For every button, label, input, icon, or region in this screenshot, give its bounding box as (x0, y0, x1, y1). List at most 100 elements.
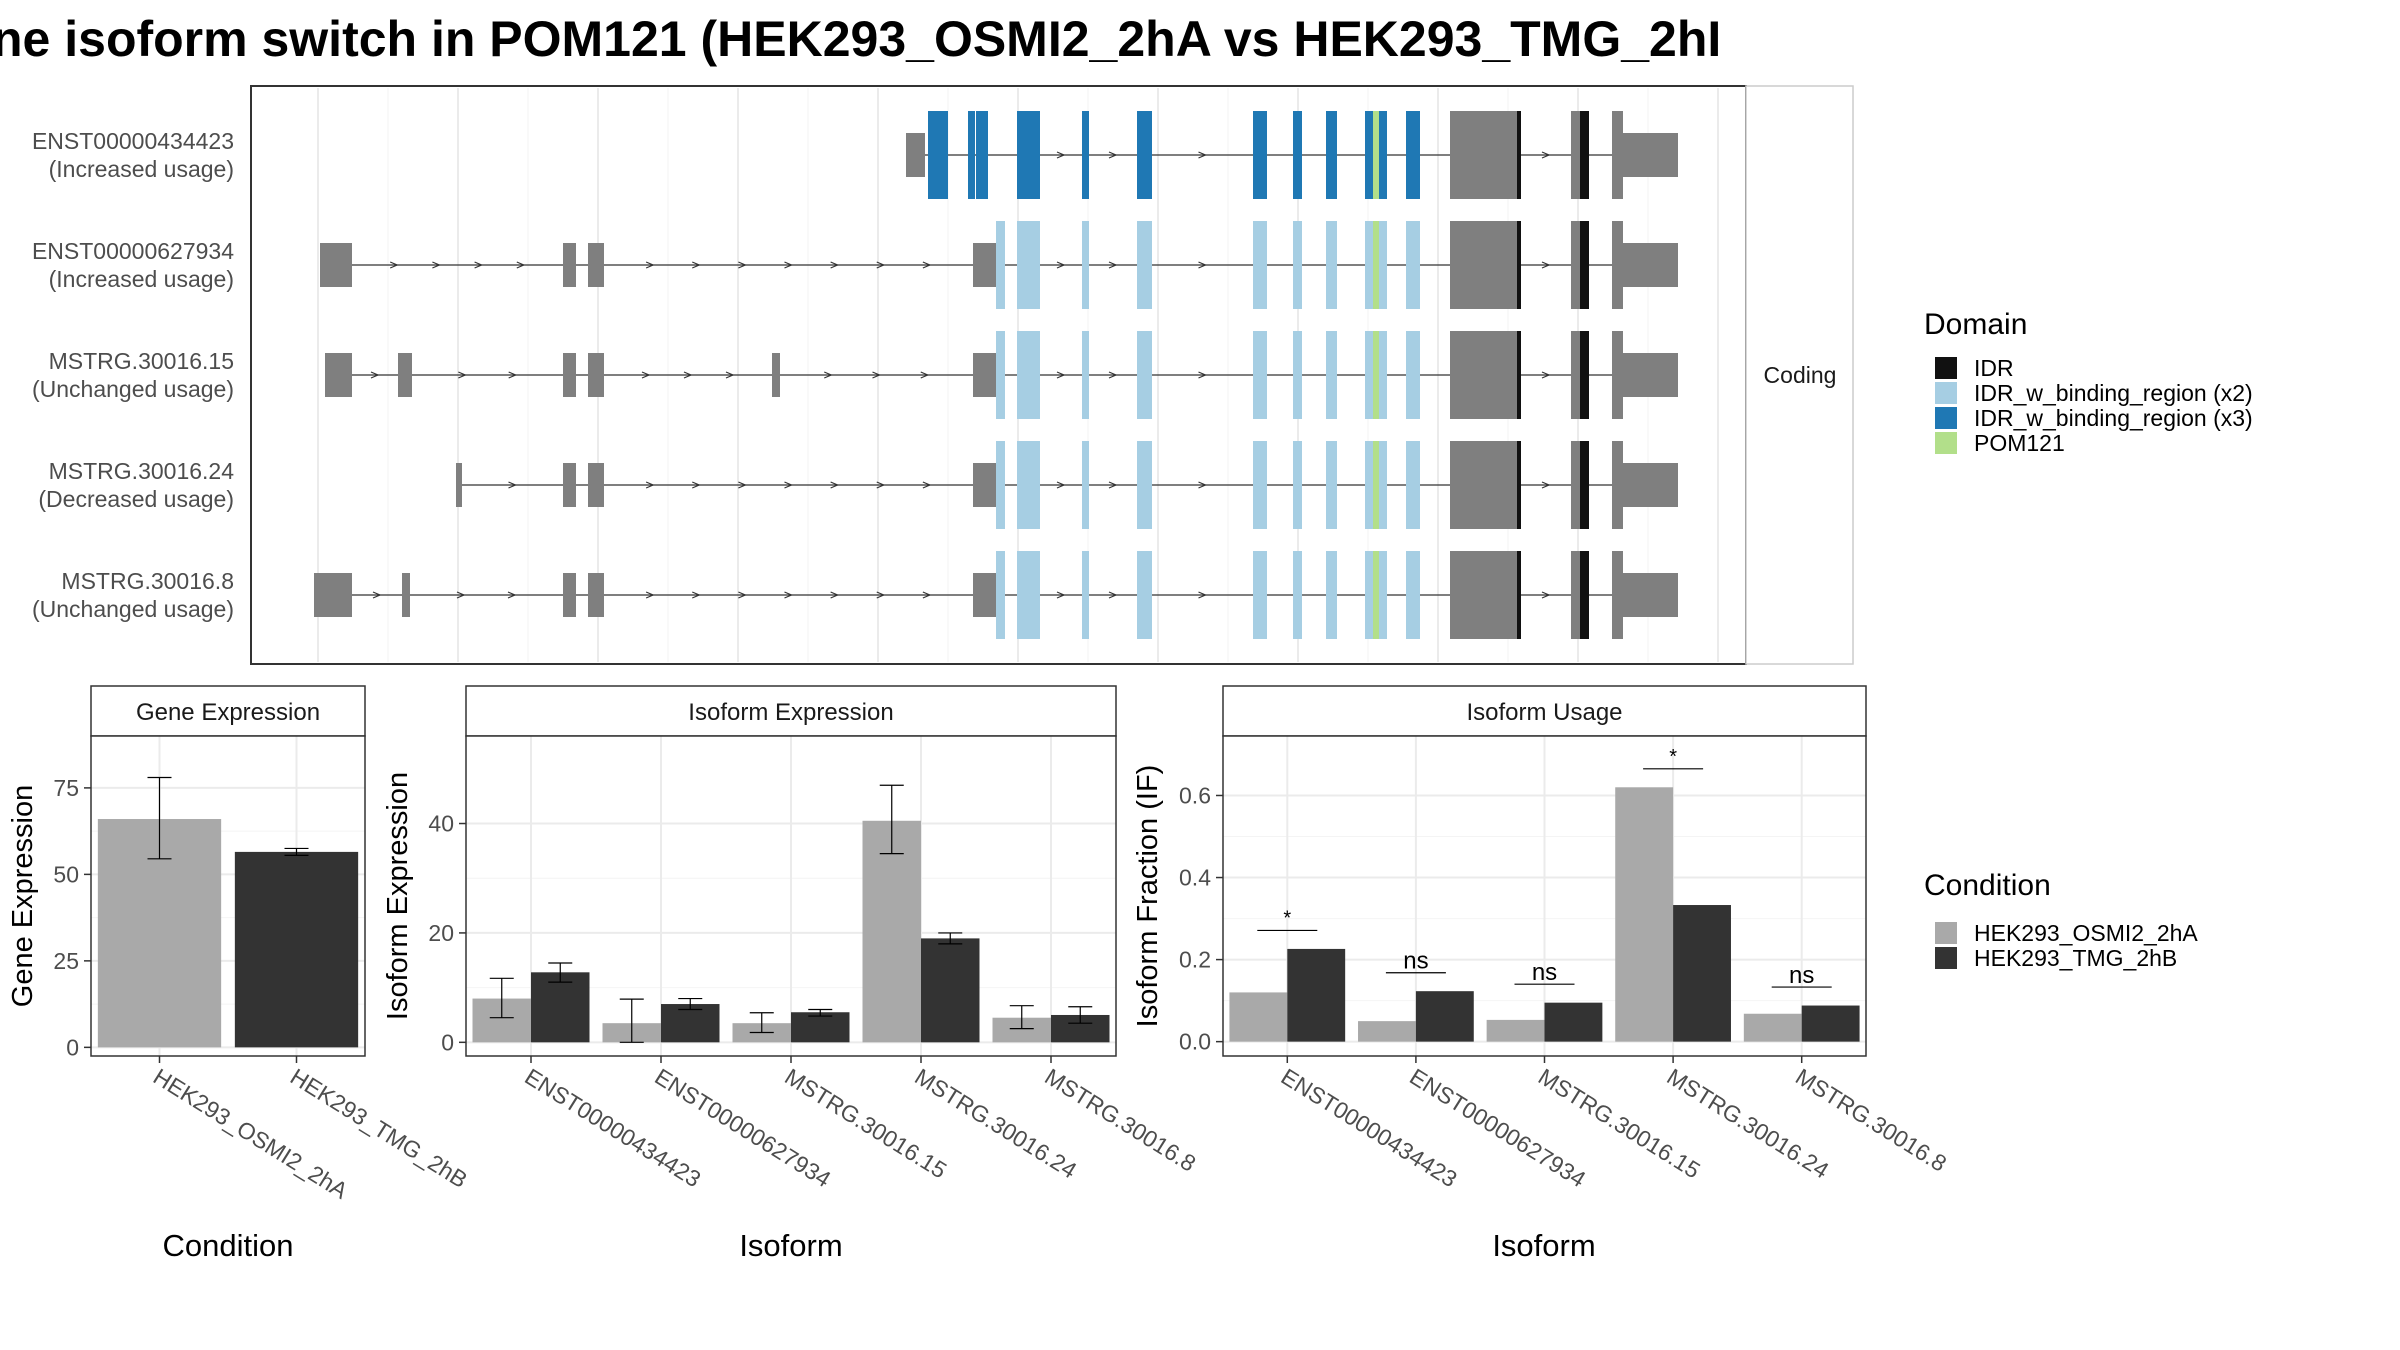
bar (1486, 1019, 1545, 1042)
exon-block (1373, 441, 1379, 529)
intron-direction-arrow (738, 591, 747, 599)
transcript-id-label: MSTRG.30016.15 (49, 348, 234, 374)
exon-block (1253, 221, 1267, 309)
exon-block (563, 353, 576, 397)
exon-block (996, 551, 1005, 639)
exon-block (1373, 551, 1379, 639)
panel-title: Isoform Expression (688, 699, 893, 726)
exon-block (973, 243, 996, 287)
exon-block (325, 353, 352, 397)
exon-block (1623, 353, 1678, 397)
exon-block (1379, 111, 1387, 199)
exon-block (1326, 331, 1337, 419)
exon-block (1571, 111, 1580, 199)
intron-direction-arrow (738, 261, 747, 269)
exon-block (1612, 221, 1623, 309)
intron-direction-arrow (516, 261, 526, 269)
intron-direction-arrow (389, 261, 399, 269)
exon-block (1406, 111, 1420, 199)
panel-title-strip (90, 685, 366, 737)
exon-block (1373, 331, 1379, 419)
transcript-rows: ENST00000434423(Increased usage)ENST0000… (32, 111, 1678, 639)
exon-block (1571, 441, 1580, 529)
transcript-usage-label: (Increased usage) (49, 156, 234, 182)
exon-block (973, 573, 996, 617)
intron-direction-arrow (692, 591, 701, 599)
exon-block (1612, 551, 1623, 639)
exon-block (1137, 331, 1152, 419)
exon-block (973, 463, 996, 507)
exon-block (398, 353, 412, 397)
y-tick-label: 75 (53, 775, 79, 801)
transcript-row: MSTRG.30016.24(Decreased usage) (38, 441, 1678, 529)
intron-direction-arrow (876, 481, 886, 489)
bar (862, 820, 921, 1043)
exon-block (456, 463, 462, 507)
intron-direction-arrow (1108, 591, 1118, 599)
intron-direction-arrow (872, 371, 882, 379)
exon-block (906, 133, 925, 177)
x-axis-title: Condition (163, 1228, 294, 1263)
exon-block (1253, 551, 1267, 639)
figure-title: ne isoform switch in POM121 (HEK293_OSMI… (0, 11, 1721, 67)
exon-block (1612, 441, 1623, 529)
exon-block (1450, 221, 1480, 309)
transcript-usage-label: (Decreased usage) (38, 486, 234, 512)
exon-block (1017, 441, 1040, 529)
exon-block (1450, 441, 1480, 529)
exon-block (976, 111, 988, 199)
intron-direction-arrow (692, 261, 701, 269)
exon-block (1326, 111, 1337, 199)
exon-block (1365, 331, 1373, 419)
exon-block (973, 353, 996, 397)
intron-direction-arrow (830, 261, 840, 269)
intron-direction-arrow (1541, 481, 1551, 489)
exon-block (1480, 441, 1517, 529)
transcript-id-label: ENST00000434423 (32, 128, 234, 154)
significance-label: * (1669, 746, 1677, 768)
intron-direction-arrow (876, 591, 886, 599)
exon-block (1623, 463, 1678, 507)
exon-block (1326, 441, 1337, 529)
exon-block (1580, 441, 1589, 529)
exon-block (1480, 111, 1517, 199)
intron-direction-arrow (922, 591, 932, 599)
panel-frame (90, 735, 366, 1057)
exon-block (1480, 551, 1517, 639)
exon-block (1293, 111, 1302, 199)
exon-block (1480, 221, 1517, 309)
exon-block (1480, 331, 1517, 419)
x-axis-title: Isoform (739, 1228, 842, 1263)
transcript-row: MSTRG.30016.15(Unchanged usage) (32, 331, 1678, 419)
exon-block (1137, 111, 1152, 199)
exon-block (1373, 221, 1379, 309)
exon-block (1406, 441, 1420, 529)
bar (1615, 787, 1674, 1042)
bar (1673, 905, 1731, 1042)
bar-panel: Isoform Expression02040ENST00000434423EN… (382, 685, 1200, 1263)
exon-block (1406, 551, 1420, 639)
intron-direction-arrow (1541, 371, 1551, 379)
panel-title-strip (465, 685, 1117, 737)
exon-block (1517, 551, 1521, 639)
exon-block (1580, 551, 1589, 639)
intron-direction-arrow (645, 591, 655, 599)
exon-block (588, 243, 604, 287)
panel-title: Isoform Usage (1466, 699, 1622, 726)
intron-direction-arrow (876, 261, 886, 269)
exon-block (1450, 111, 1480, 199)
intron-direction-arrow (922, 261, 932, 269)
condition-legend-label: HEK293_TMG_2hB (1974, 945, 2177, 971)
domain-legend-swatch (1935, 382, 1957, 404)
domain-legend-swatch (1935, 357, 1957, 379)
y-tick-label: 0 (441, 1029, 454, 1055)
transcript-usage-label: (Increased usage) (49, 266, 234, 292)
intron-direction-arrow (1198, 481, 1208, 489)
bar (531, 972, 590, 1043)
intron-direction-arrow (1056, 591, 1066, 599)
exon-block (1406, 221, 1420, 309)
bar (791, 1012, 850, 1043)
exon-block (1293, 441, 1302, 529)
domain-legend-label: IDR_w_binding_region (x3) (1974, 405, 2253, 431)
